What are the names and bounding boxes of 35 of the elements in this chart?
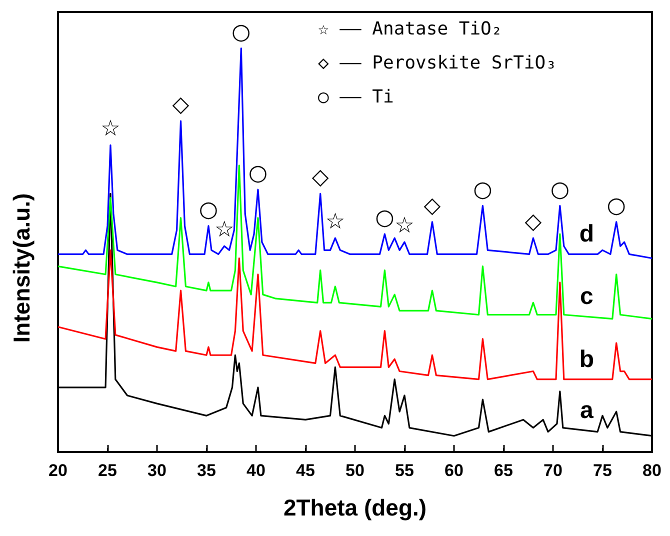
x-tick-label: 20 xyxy=(48,461,68,480)
annotation: ☆ xyxy=(325,210,346,235)
annotation: ○ xyxy=(232,20,251,45)
x-tick-label: 45 xyxy=(296,461,315,480)
y-axis-title: Intensity(a.u.) xyxy=(8,193,34,343)
x-tick-label: 75 xyxy=(593,461,612,480)
annotation: ☆ xyxy=(100,116,120,142)
x-tick-label: 50 xyxy=(346,461,364,480)
annotation: ○ xyxy=(606,193,626,218)
annotation: ○ xyxy=(473,177,492,202)
x-tick-label: 55 xyxy=(395,461,414,480)
x-tick-label: 40 xyxy=(246,461,266,480)
x-tick-label: 60 xyxy=(444,461,464,480)
series-label: d xyxy=(579,220,594,248)
annotation: ◇ —— Perovskite SrTiO₃ xyxy=(318,52,556,74)
series-label: b xyxy=(579,346,594,373)
x-tick-label: 70 xyxy=(544,461,562,480)
x-tick-label: 30 xyxy=(148,461,166,480)
x-axis-title: 2Theta (deg.) xyxy=(283,494,427,520)
text: ☆ —— Anatase TiO₂ xyxy=(318,18,502,40)
x-tick-label: 35 xyxy=(197,461,216,480)
annotation: ◇ xyxy=(524,210,542,235)
x-tick-label: 80 xyxy=(642,461,662,480)
annotation: ○ —— Ti xyxy=(318,86,394,108)
series-label: a xyxy=(580,397,594,424)
annotation: ○ xyxy=(550,177,570,202)
annotation: ◇ xyxy=(312,165,329,190)
annotation: ○ xyxy=(375,206,394,231)
annotation: ◇ xyxy=(172,92,190,118)
x-tick-label: 25 xyxy=(98,461,117,480)
annotation: ○ xyxy=(248,161,268,186)
annotation: ◇ xyxy=(424,193,441,218)
x-tick-label: 65 xyxy=(494,461,513,480)
annotation: ☆ xyxy=(394,214,414,239)
series-label: c xyxy=(580,283,594,310)
